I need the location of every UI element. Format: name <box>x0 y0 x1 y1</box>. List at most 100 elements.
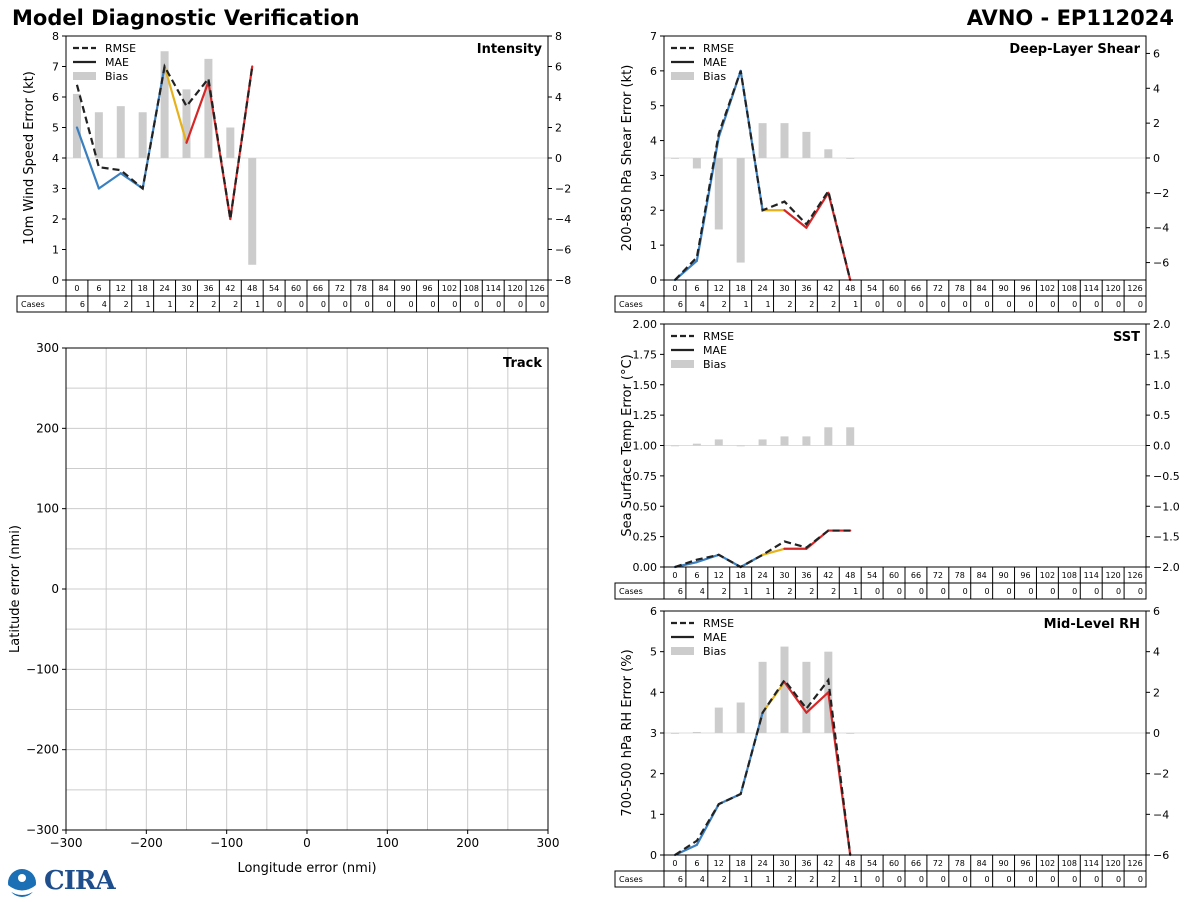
y2-tick-label: −4 <box>1153 808 1169 821</box>
legend-label: Bias <box>703 70 726 83</box>
legend-label: Bias <box>105 70 128 83</box>
lead-time-label: 90 <box>998 571 1008 580</box>
case-count: 0 <box>496 300 501 309</box>
case-count: 0 <box>387 300 392 309</box>
case-count: 0 <box>941 300 946 309</box>
y2-tick-label: 6 <box>1153 605 1160 618</box>
lead-time-label: 84 <box>379 284 389 293</box>
bias-bar <box>714 158 723 230</box>
bias-bar <box>116 106 125 158</box>
lead-time-label: 72 <box>933 859 943 868</box>
bias-bar <box>758 439 767 446</box>
case-count: 2 <box>831 587 836 596</box>
y-tick-label: 0 <box>650 849 657 862</box>
lead-time-label: 24 <box>159 284 169 293</box>
y-tick-label: 200 <box>36 421 59 435</box>
lead-time-label: 102 <box>1040 284 1055 293</box>
mae-segment <box>805 191 830 229</box>
lead-time-label: 54 <box>867 284 877 293</box>
y-tick-label: 1.00 <box>633 440 658 453</box>
y-axis-label: Sea Surface Temp Error (°C) <box>620 354 635 536</box>
bias-bar <box>182 89 191 158</box>
lead-time-label: 12 <box>714 284 724 293</box>
case-count: 0 <box>408 300 413 309</box>
lead-time-label: 78 <box>955 571 965 580</box>
sst-chart: 0.000.250.500.751.001.251.501.752.00−2.0… <box>614 318 1180 600</box>
bias-bar <box>248 158 257 265</box>
bias-bar <box>670 733 679 734</box>
y-tick-label: 1.50 <box>633 379 658 392</box>
mae-segment <box>827 691 852 857</box>
y-tick-label: 3 <box>650 727 657 740</box>
case-count: 4 <box>700 587 705 596</box>
lead-time-label: 78 <box>357 284 367 293</box>
bias-bar <box>846 158 855 159</box>
lead-time-label: 42 <box>823 859 833 868</box>
lead-time-label: 6 <box>694 571 699 580</box>
bias-bar <box>72 93 81 158</box>
mae-segment <box>119 172 144 190</box>
y2-tick-label: 2 <box>555 122 562 135</box>
lead-time-label: 126 <box>1127 571 1142 580</box>
case-count: 6 <box>678 300 683 309</box>
case-count: 0 <box>1006 300 1011 309</box>
lead-time-label: 18 <box>736 571 746 580</box>
lead-time-label: 96 <box>1020 284 1030 293</box>
lead-time-label: 90 <box>998 284 1008 293</box>
case-count: 2 <box>831 875 836 884</box>
lead-time-label: 60 <box>889 284 899 293</box>
lead-time-label: 78 <box>955 859 965 868</box>
y-tick-label: 3 <box>650 169 657 182</box>
case-count: 0 <box>1028 587 1033 596</box>
cases-label: Cases <box>619 300 643 309</box>
lead-time-label: 84 <box>977 571 987 580</box>
legend-label: RMSE <box>703 617 734 630</box>
y-tick-label: 0 <box>52 274 59 287</box>
y2-tick-label: −6 <box>1153 257 1169 270</box>
case-count: 1 <box>744 300 749 309</box>
case-count: 2 <box>831 300 836 309</box>
case-count: 0 <box>1072 300 1077 309</box>
y-tick-label: 8 <box>52 30 59 43</box>
case-count: 2 <box>211 300 216 309</box>
page-title: Model Diagnostic Verification <box>12 6 360 30</box>
y2-tick-label: −2 <box>555 183 571 196</box>
lead-time-label: 48 <box>247 284 257 293</box>
lead-time-label: 72 <box>933 284 943 293</box>
y-tick-label: 1 <box>650 808 657 821</box>
bias-bar <box>94 112 103 158</box>
case-count: 2 <box>787 587 792 596</box>
mae-segment <box>75 126 100 190</box>
lead-time-label: 60 <box>291 284 301 293</box>
lead-time-label: 114 <box>1084 571 1099 580</box>
lead-time-label: 120 <box>1105 284 1120 293</box>
lead-time-label: 126 <box>529 284 544 293</box>
case-count: 0 <box>474 300 479 309</box>
lead-time-label: 48 <box>845 859 855 868</box>
y-tick-label: 6 <box>650 605 657 618</box>
y-tick-label: 5 <box>650 100 657 113</box>
case-count: 0 <box>985 875 990 884</box>
y2-tick-label: −4 <box>1153 222 1169 235</box>
case-count: 1 <box>853 587 858 596</box>
lead-time-label: 84 <box>977 284 987 293</box>
case-count: 1 <box>255 300 260 309</box>
lead-time-label: 102 <box>1040 859 1055 868</box>
legend-label: RMSE <box>105 42 136 55</box>
case-count: 0 <box>875 587 880 596</box>
y2-tick-label: −6 <box>1153 849 1169 862</box>
case-count: 0 <box>1116 587 1121 596</box>
mae-segment <box>185 80 210 144</box>
y2-tick-label: 4 <box>1153 82 1160 95</box>
case-count: 0 <box>919 587 924 596</box>
y2-tick-label: −2 <box>1153 187 1169 200</box>
bias-bar <box>802 131 811 158</box>
case-count: 0 <box>540 300 545 309</box>
lead-time-label: 42 <box>823 571 833 580</box>
lead-time-label: 36 <box>801 571 811 580</box>
bias-bar <box>846 427 855 446</box>
lead-time-label: 102 <box>442 284 457 293</box>
case-count: 2 <box>722 587 727 596</box>
case-count: 0 <box>1094 587 1099 596</box>
